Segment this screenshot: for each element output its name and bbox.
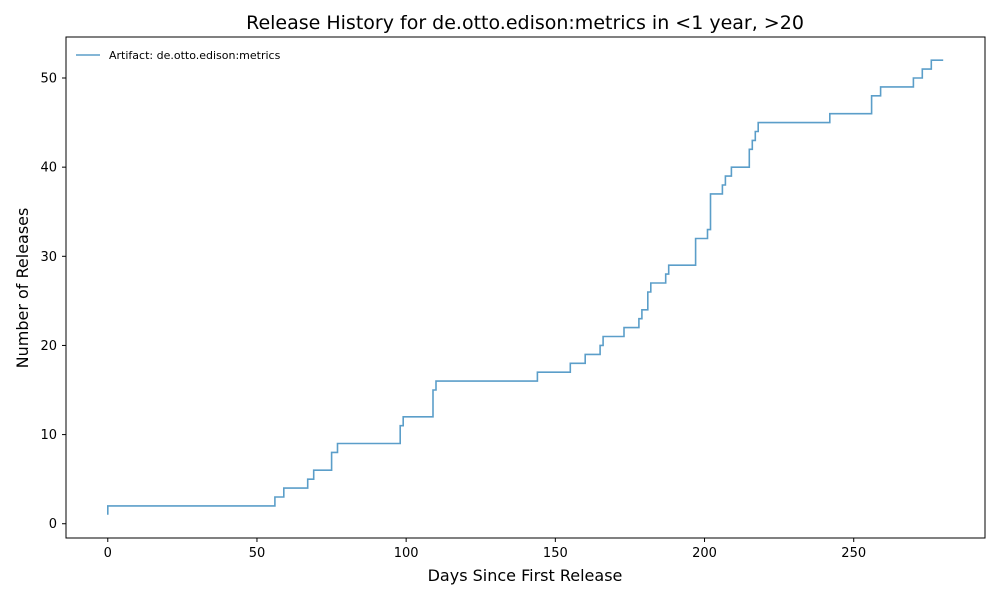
- y-axis: 0 10 20 30 40 50: [40, 72, 66, 532]
- x-tick-label: 200: [692, 546, 717, 561]
- x-axis-label: Days Since First Release: [428, 566, 623, 585]
- y-tick-label: 50: [40, 72, 57, 87]
- y-tick-label: 40: [40, 161, 57, 176]
- x-tick-label: 250: [841, 546, 866, 561]
- chart-title: Release History for de.otto.edison:metri…: [246, 12, 804, 34]
- x-tick-label: 50: [249, 546, 266, 561]
- release-step-line: [107, 59, 944, 515]
- y-tick-label: 10: [40, 428, 57, 443]
- plot-frame: [65, 36, 986, 539]
- x-axis: 0 50 100 150 200 250: [104, 538, 866, 561]
- legend-label: Artifact: de.otto.edison:metrics: [109, 49, 281, 62]
- legend: Artifact: de.otto.edison:metrics: [76, 49, 281, 62]
- x-tick-label: 150: [543, 546, 568, 561]
- y-axis-label: Number of Releases: [13, 208, 32, 369]
- y-tick-label: 30: [40, 250, 57, 265]
- y-tick-label: 0: [49, 517, 57, 532]
- x-tick-label: 0: [104, 546, 112, 561]
- x-tick-label: 100: [394, 546, 419, 561]
- y-tick-label: 20: [40, 339, 57, 354]
